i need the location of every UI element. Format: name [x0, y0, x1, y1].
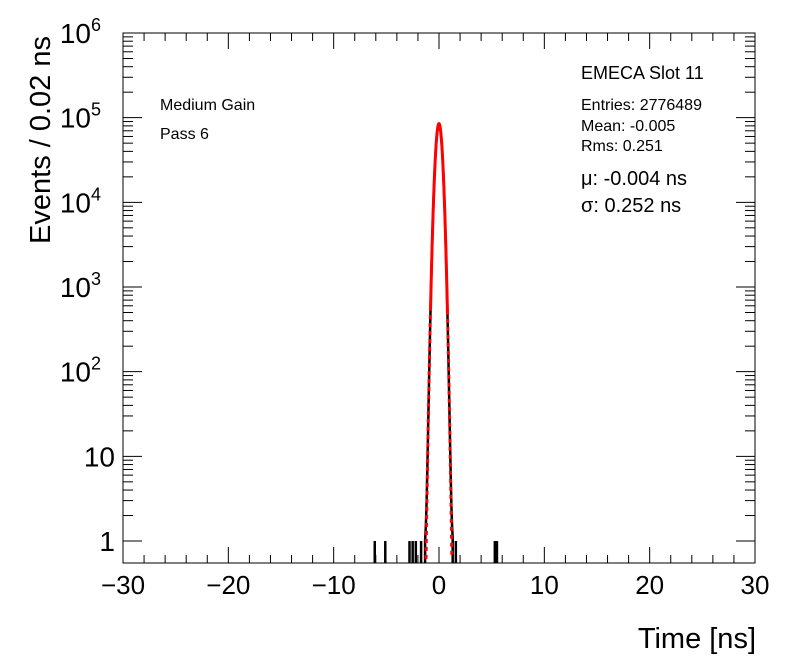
y-tick-label: 106 [60, 15, 101, 49]
y-tick-label: 10 [84, 441, 115, 472]
x-tick-label: −30 [101, 570, 145, 600]
y-tick-label: 105 [60, 100, 101, 134]
x-tick-label: 20 [635, 570, 664, 600]
fit-sigma: σ: 0.252 ns [581, 195, 682, 217]
y-axis-title: Events / 0.02 ns [25, 36, 57, 244]
pass-label: Pass 6 [160, 126, 209, 143]
y-tick-label: 104 [60, 184, 101, 218]
fit-mu: μ: -0.004 ns [581, 168, 688, 190]
stats-mean: Mean: -0.005 [581, 118, 676, 135]
x-tick-label: −10 [312, 570, 356, 600]
x-tick-label: 0 [432, 570, 446, 600]
x-tick-label: 30 [741, 570, 770, 600]
stats-entries: Entries: 2776489 [581, 97, 702, 114]
plot-axes: −30 −20 −10 0 10 20 30 1 10 102 103 104 105 106 [60, 15, 770, 600]
gain-label: Medium Gain [160, 97, 256, 114]
plot-curves [373, 122, 499, 563]
stats-title: EMECA Slot 11 [581, 63, 704, 83]
fit-extension-left [424, 307, 433, 559]
y-tick-label: 103 [60, 269, 101, 303]
plot-frame [122, 32, 756, 564]
x-tick-label: −20 [206, 570, 250, 600]
y-tick-label: 102 [60, 354, 101, 388]
fit-extension-right [445, 310, 454, 558]
fit-series-line [429, 122, 449, 311]
x-axis-title: Time [ns] [638, 623, 756, 655]
stats-rms: Rms: 0.251 [581, 138, 663, 155]
y-tick-label: 1 [99, 526, 115, 557]
x-tick-label: 10 [530, 570, 559, 600]
